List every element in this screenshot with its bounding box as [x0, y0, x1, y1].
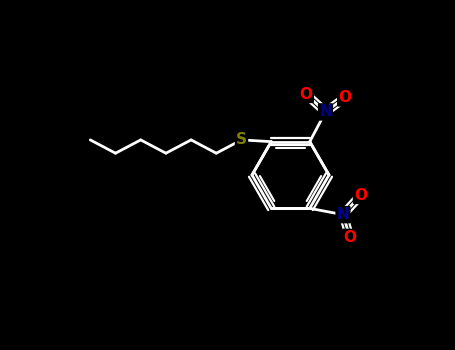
Text: N: N	[319, 104, 332, 119]
Text: O: O	[338, 90, 351, 105]
Text: O: O	[354, 188, 367, 203]
Text: O: O	[344, 230, 357, 245]
Text: S: S	[236, 132, 247, 147]
Text: N: N	[337, 207, 349, 222]
Text: O: O	[300, 87, 313, 102]
